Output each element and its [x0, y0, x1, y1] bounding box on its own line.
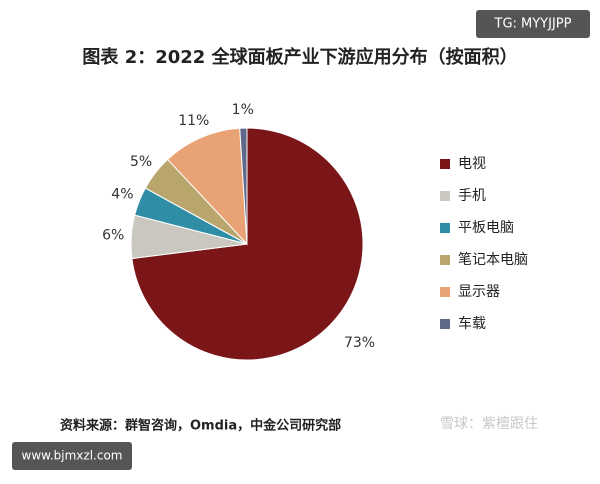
- legend-label: 车载: [458, 315, 486, 332]
- data-label: 73%: [344, 335, 375, 351]
- legend-swatch: [440, 191, 450, 201]
- data-label: 6%: [102, 228, 124, 244]
- data-label: 1%: [232, 102, 254, 118]
- legend-label: 手机: [458, 188, 486, 204]
- legend-label: 平板电脑: [458, 220, 514, 236]
- bottom-badge: www.bjmxzl.com: [22, 449, 123, 463]
- data-label: 5%: [130, 154, 152, 170]
- legend-swatch: [440, 255, 450, 265]
- top-badge-bg: [476, 10, 590, 38]
- source: 资料来源：群智咨询，Omdia，中金公司研究部: [60, 418, 341, 434]
- legend-swatch: [440, 159, 450, 169]
- legend-swatch: [440, 223, 450, 233]
- legend-label: 显示器: [458, 284, 500, 300]
- chart-title: 图表 2：2022 全球面板产业下游应用分布（按面积）: [82, 46, 517, 68]
- pie-slice: [239, 127, 248, 245]
- pie-slice: [166, 127, 248, 246]
- watermark: 雪球：紫檀跟住: [440, 415, 538, 432]
- data-label: 11%: [178, 113, 209, 129]
- data-label: 4%: [111, 187, 133, 203]
- legend-label: 电视: [458, 156, 486, 172]
- bottom-badge-bg: [12, 442, 132, 470]
- legend-swatch: [440, 287, 450, 297]
- top-badge: TG: MYYJJPP: [494, 17, 572, 32]
- legend-label: 笔记本电脑: [458, 252, 528, 268]
- legend-swatch: [440, 319, 450, 329]
